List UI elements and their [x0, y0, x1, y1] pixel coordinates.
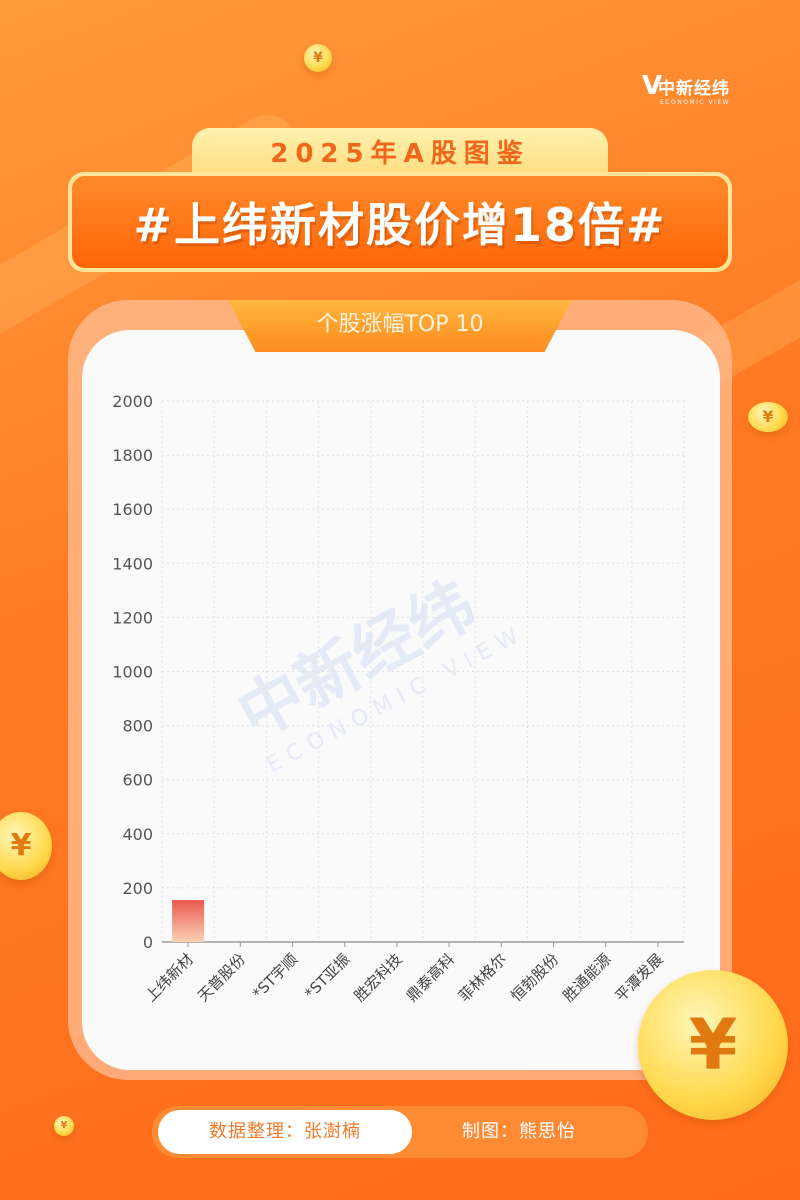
data-credit: 数据整理：张澍楠 [158, 1110, 412, 1154]
y-tick-label: 2000 [112, 392, 153, 411]
title-bar: #上纬新材股价增18倍# [68, 172, 732, 272]
logo-mark-icon: V [642, 71, 663, 101]
x-tick-label: 胜通能源 [559, 950, 614, 1005]
coin-icon: ¥ [0, 812, 52, 880]
page-title: #上纬新材股价增18倍# [133, 198, 667, 252]
coin-icon: ¥ [304, 44, 332, 72]
x-tick-label: 胜宏科技 [351, 950, 406, 1005]
y-tick-label: 1600 [112, 500, 153, 519]
x-tick-label: 恒勃股份 [507, 950, 562, 1005]
card-tab: 个股涨幅TOP 10 [228, 300, 572, 352]
coin-icon: ¥ [54, 1116, 74, 1136]
logo-text-en: ECONOMIC VIEW [660, 99, 731, 106]
x-tick-label: 天普股份 [194, 950, 249, 1005]
logo-text-cn: 中新经纬 [658, 79, 730, 99]
y-tick-label: 1200 [112, 608, 153, 627]
y-tick-label: 0 [143, 933, 153, 952]
bar [172, 900, 205, 942]
y-tick-label: 200 [122, 879, 153, 898]
y-tick-label: 800 [122, 717, 153, 736]
y-tick-label: 1800 [112, 446, 153, 465]
y-tick-label: 400 [122, 825, 153, 844]
x-tick-label: 鼎泰高科 [403, 950, 458, 1005]
coin-icon: ¥ [638, 970, 788, 1120]
y-tick-label: 1400 [112, 554, 153, 573]
y-tick-label: 600 [122, 771, 153, 790]
x-tick-label: 菲林格尔 [455, 950, 510, 1005]
logo: V 中新经纬 ECONOMIC VIEW [642, 71, 731, 106]
x-tick-label: *ST宇顺 [249, 950, 301, 1002]
coin-icon: ¥ [748, 402, 788, 432]
y-tick-label: 1000 [112, 663, 153, 682]
x-tick-label: 上纬新材 [142, 950, 197, 1005]
subtitle: 2025年A股图鉴 [270, 139, 530, 169]
x-tick-label: *ST亚振 [301, 950, 353, 1002]
chart-credit: 制图：熊思怡 [462, 1121, 576, 1142]
card-tab-label: 个股涨幅TOP 10 [316, 312, 484, 337]
